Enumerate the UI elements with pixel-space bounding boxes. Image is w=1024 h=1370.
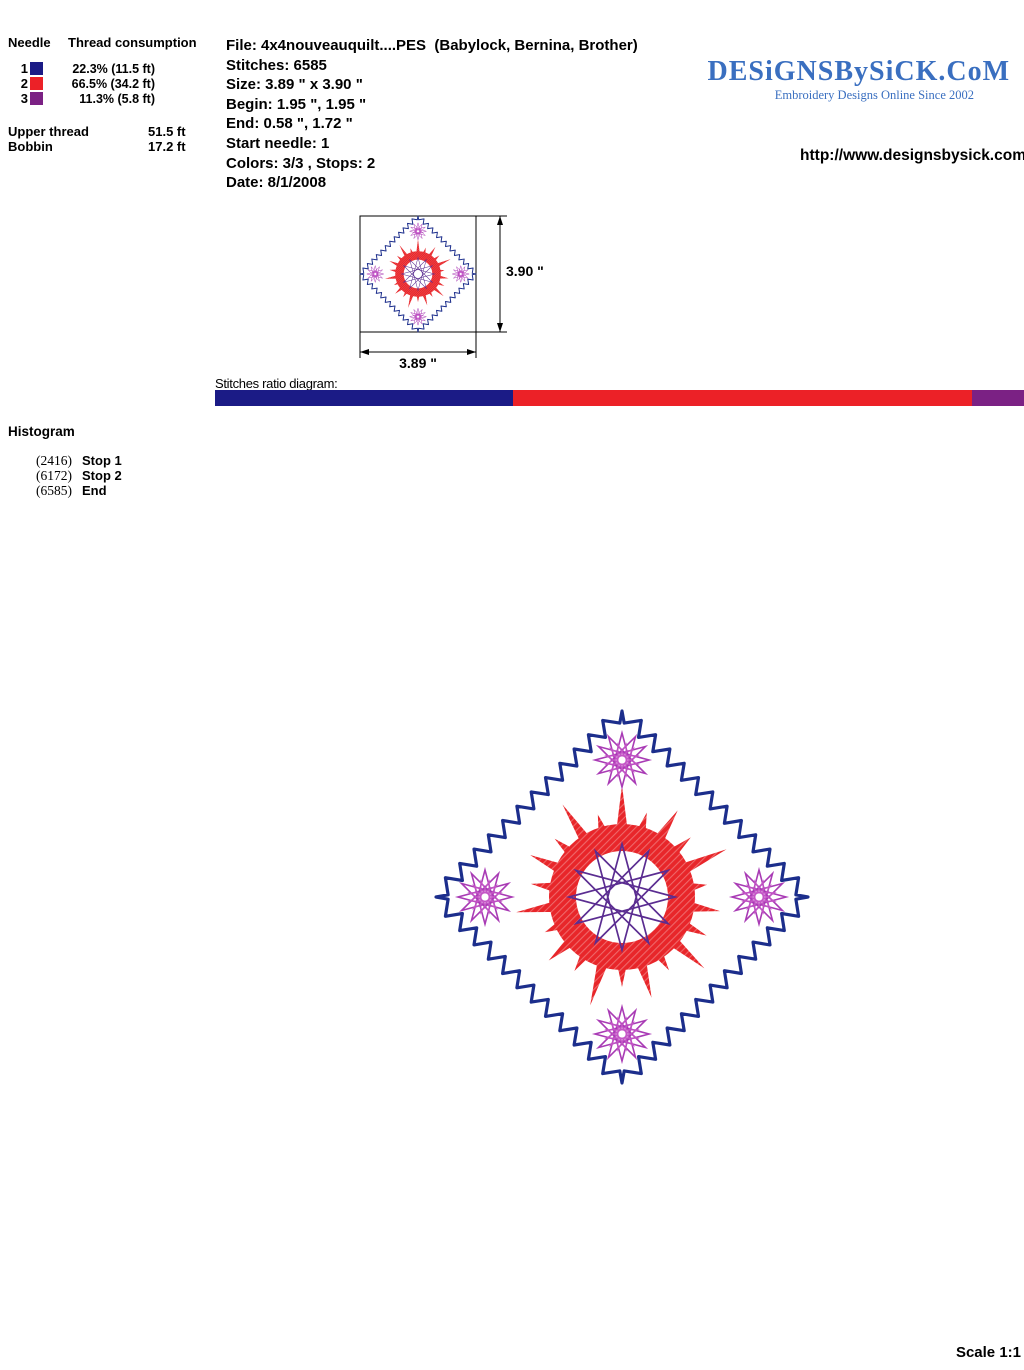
upper-thread-value: 51.5 ft: [148, 124, 186, 139]
histogram-entry-stop2: (6172) Stop 2: [20, 468, 122, 484]
stitch-count: (6585): [36, 483, 72, 498]
colors-stops-line: Colors: 3/3 , Stops: 2: [226, 154, 376, 172]
corner-star-inner: [604, 742, 640, 778]
date-line: Date: 8/1/2008: [226, 174, 327, 192]
begin-line: Begin: 1.95 ", 1.95 ": [226, 95, 367, 113]
ratio-segment-needle-2-red: [512, 390, 973, 406]
designsbysick-logo: DESiGNSBySiCK.CoM: [707, 56, 1010, 87]
website-url-link[interactable]: http://www.designsbysick.com: [800, 147, 1024, 164]
stitches-line: Stitches: 6585: [226, 56, 327, 74]
stitch-count: (6172): [36, 468, 72, 483]
sunburst-center-hole: [576, 851, 668, 943]
center-star: [565, 840, 679, 954]
sunburst-center-hole: [403, 259, 433, 289]
needle-consumption: 11.3% (5.8 ft): [79, 91, 155, 106]
upper-thread-label: Upper thread: [8, 124, 89, 139]
zigzag-diamond-border: [359, 215, 477, 333]
embroidery-design-graphic: [434, 709, 810, 1085]
embroidery-design-thumbnail: [359, 215, 477, 333]
needle-row-1: 1 22.3% (11.5 ft): [8, 61, 155, 76]
corner-star: [451, 264, 471, 284]
logo-tagline: Embroidery Designs Online Since 2002: [774, 88, 974, 102]
size-line: Size: 3.89 " x 3.90 ": [226, 76, 363, 94]
needle-color-swatch: [30, 92, 43, 105]
file-info-block: File: 4x4nouveauquilt....PES (Babylock, …: [226, 36, 638, 193]
corner-star-inner: [604, 1016, 640, 1052]
stop-label: End: [82, 483, 107, 498]
design-thumbnail-diagram: [359, 215, 507, 358]
file-name-line: File: 4x4nouveauquilt....PES (Babylock, …: [226, 37, 638, 54]
corner-star-inner: [412, 311, 424, 323]
width-dimension-label: 3.89 ": [399, 355, 437, 371]
needle-number: 3: [20, 91, 28, 106]
corner-star: [728, 866, 790, 928]
needle-consumption: 66.5% (34.2 ft): [71, 76, 155, 91]
scale-label: Scale 1:1: [955, 1344, 1021, 1361]
center-star: [400, 256, 436, 292]
thread-consumption-column-header: Thread consumption: [68, 35, 197, 50]
embroidery-design-preview: [434, 709, 810, 1085]
arrowhead-down-icon: [497, 323, 503, 332]
needle-consumption: 22.3% (11.5 ft): [72, 61, 155, 76]
needle-color-swatch: [30, 77, 43, 90]
corner-star: [408, 307, 428, 327]
ratio-segment-needle-3-purple: [972, 390, 1024, 406]
bobbin-value: 17.2 ft: [148, 139, 186, 154]
arrowhead-right-icon: [467, 349, 476, 355]
corner-star: [591, 729, 653, 791]
arrowhead-up-icon: [497, 216, 503, 225]
needle-color-swatch: [30, 62, 43, 75]
histogram-title: Histogram: [8, 424, 75, 439]
corner-star-inner: [741, 879, 777, 915]
corner-star-inner: [467, 879, 503, 915]
needle-row-3: 3 11.3% (5.8 ft): [8, 91, 155, 106]
stitch-count: (2416): [36, 453, 72, 468]
stop-label: Stop 2: [82, 468, 122, 483]
zigzag-diamond-border: [434, 709, 810, 1085]
histogram-entry-stop1: (2416) Stop 1: [20, 453, 122, 469]
corner-star: [454, 866, 516, 928]
start-needle-line: Start needle: 1: [226, 134, 330, 152]
corner-star-inner: [455, 268, 467, 280]
arrowhead-left-icon: [360, 349, 369, 355]
needle-number: 1: [20, 61, 28, 76]
corner-star-inner: [369, 268, 381, 280]
stitches-ratio-bar: [215, 390, 1024, 406]
ratio-segment-needle-1-blue: [215, 390, 513, 406]
end-line: End: 0.58 ", 1.72 ": [226, 115, 353, 133]
needle-number: 2: [20, 76, 28, 91]
height-dimension-label: 3.90 ": [506, 263, 544, 279]
corner-star: [408, 221, 428, 241]
needle-column-header: Needle: [8, 35, 51, 50]
needle-row-2: 2 66.5% (34.2 ft): [8, 76, 155, 91]
corner-star: [591, 1003, 653, 1065]
corner-star: [365, 264, 385, 284]
bobbin-label: Bobbin: [8, 139, 53, 154]
stitches-ratio-label: Stitches ratio diagram:: [215, 376, 338, 391]
stop-label: Stop 1: [82, 453, 122, 468]
histogram-entry-end: (6585) End: [20, 483, 107, 499]
corner-star-inner: [412, 225, 424, 237]
